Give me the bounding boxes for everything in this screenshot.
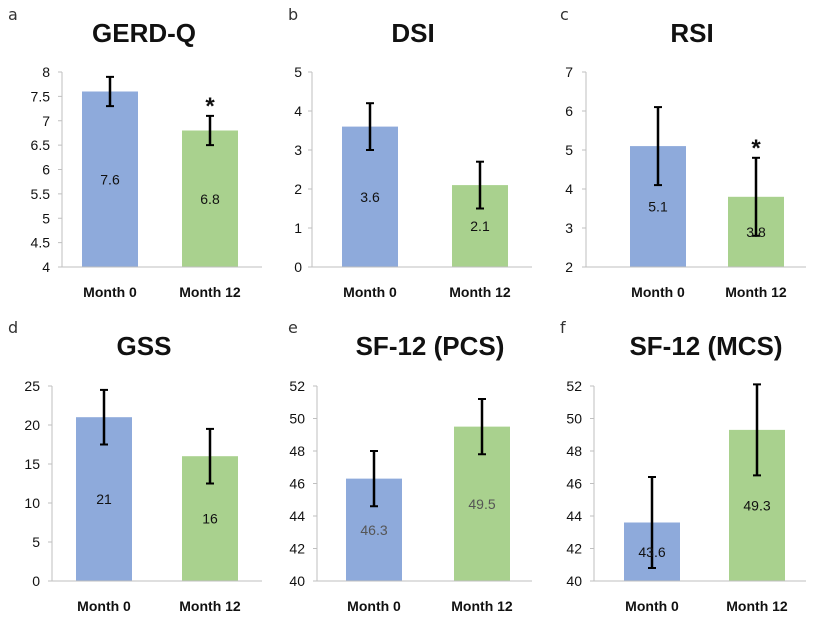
y-tick-label: 7 — [565, 64, 573, 80]
data-label: 3.6 — [360, 189, 380, 205]
x-category-label: Month 12 — [726, 598, 788, 614]
y-tick-label: 5 — [294, 64, 302, 80]
x-category-label: Month 0 — [631, 284, 685, 300]
panel-title: GERD-Q — [92, 18, 196, 48]
data-label: 21 — [96, 491, 112, 507]
x-category-label: Month 0 — [77, 598, 131, 614]
x-category-label: Month 12 — [179, 284, 241, 300]
y-tick-label: 40 — [566, 573, 582, 589]
y-tick-label: 2 — [565, 259, 573, 275]
data-label: 46.3 — [360, 522, 387, 538]
x-category-label: Month 0 — [83, 284, 137, 300]
y-tick-label: 3 — [565, 220, 573, 236]
y-tick-label: 6 — [565, 103, 573, 119]
significance-marker: * — [751, 135, 761, 162]
y-tick-label: 5 — [565, 142, 573, 158]
chart-panel-d: d GSS 0 5 10 15 20 25 21 Month 0 16 Month 12 — [8, 318, 262, 614]
x-category-label: Month 12 — [449, 284, 511, 300]
x-category-label: Month 12 — [725, 284, 787, 300]
data-label: 6.8 — [200, 191, 220, 207]
panel-title: SF-12 (MCS) — [629, 331, 782, 361]
data-label: 7.6 — [100, 171, 120, 187]
y-tick-label: 0 — [294, 259, 302, 275]
data-label: 16 — [202, 511, 218, 527]
data-label: 2.1 — [470, 218, 490, 234]
y-tick-label: 44 — [289, 508, 305, 524]
y-tick-label: 48 — [289, 443, 305, 459]
data-label: 49.3 — [743, 497, 770, 513]
bar-month-0 — [82, 91, 138, 267]
x-category-label: Month 0 — [343, 284, 397, 300]
y-tick-label: 0 — [32, 573, 40, 589]
panel-title: DSI — [391, 18, 434, 48]
y-tick-label: 48 — [566, 443, 582, 459]
y-tick-label: 52 — [289, 378, 305, 394]
chart-panel-f: f SF-12 (MCS) 40 42 44 46 48 50 52 43.6 Month 0 49.… — [560, 318, 806, 614]
y-tick-label: 42 — [289, 541, 305, 557]
panel-letter: a — [8, 5, 18, 24]
chart-panel-a: a GERD-Q 4 4.5 5 5.5 6 6.5 7 7.5 8 7.6 Month 0 6.8 Mon… — [8, 5, 262, 300]
panel-title: GSS — [117, 331, 172, 361]
y-tick-label: 15 — [24, 456, 40, 472]
y-tick-label: 4 — [42, 259, 50, 275]
x-category-label: Month 0 — [625, 598, 679, 614]
chart-panel-e: e SF-12 (PCS) 40 42 44 46 48 50 52 46.3 Month 0 49.… — [288, 318, 532, 614]
data-label: 5.1 — [648, 199, 668, 215]
panel-letter: d — [8, 318, 18, 337]
y-tick-label: 2 — [294, 181, 302, 197]
y-tick-label: 50 — [289, 411, 305, 427]
y-tick-label: 4.5 — [31, 235, 51, 251]
y-tick-label: 10 — [24, 495, 40, 511]
chart-panel-b: b DSI 0 1 2 3 4 5 3.6 Month 0 2.1 Month 12 — [288, 5, 532, 300]
y-tick-label: 7 — [42, 113, 50, 129]
y-tick-label: 5 — [32, 534, 40, 550]
panel-letter: f — [560, 318, 566, 337]
bar-month-12 — [182, 130, 238, 267]
y-tick-label: 44 — [566, 508, 582, 524]
y-tick-label: 46 — [566, 476, 582, 492]
panel-letter: c — [560, 5, 569, 24]
y-tick-label: 4 — [294, 103, 302, 119]
x-category-label: Month 12 — [179, 598, 241, 614]
chart-panel-c: c RSI 2 3 4 5 6 7 5.1 Month 0 3.8 Month 12 * — [560, 5, 806, 300]
y-tick-label: 5 — [42, 210, 50, 226]
panel-letter: e — [288, 318, 298, 337]
y-tick-label: 7.5 — [31, 88, 51, 104]
y-tick-label: 4 — [565, 181, 573, 197]
y-tick-label: 42 — [566, 541, 582, 557]
y-tick-label: 25 — [24, 378, 40, 394]
panel-title: SF-12 (PCS) — [356, 331, 505, 361]
y-tick-label: 5.5 — [31, 186, 51, 202]
significance-marker: * — [205, 93, 215, 120]
data-label: 43.6 — [638, 544, 665, 560]
data-label: 3.8 — [746, 224, 766, 240]
y-tick-label: 6.5 — [31, 137, 51, 153]
panel-letter: b — [288, 5, 298, 24]
y-tick-label: 46 — [289, 476, 305, 492]
y-tick-label: 52 — [566, 378, 582, 394]
x-category-label: Month 0 — [347, 598, 401, 614]
x-category-label: Month 12 — [451, 598, 513, 614]
y-tick-label: 8 — [42, 64, 50, 80]
y-tick-label: 3 — [294, 142, 302, 158]
y-tick-label: 1 — [294, 220, 302, 236]
data-label: 49.5 — [468, 496, 495, 512]
y-tick-label: 6 — [42, 162, 50, 178]
panel-title: RSI — [670, 18, 713, 48]
y-tick-label: 40 — [289, 573, 305, 589]
y-tick-label: 50 — [566, 411, 582, 427]
y-tick-label: 20 — [24, 417, 40, 433]
